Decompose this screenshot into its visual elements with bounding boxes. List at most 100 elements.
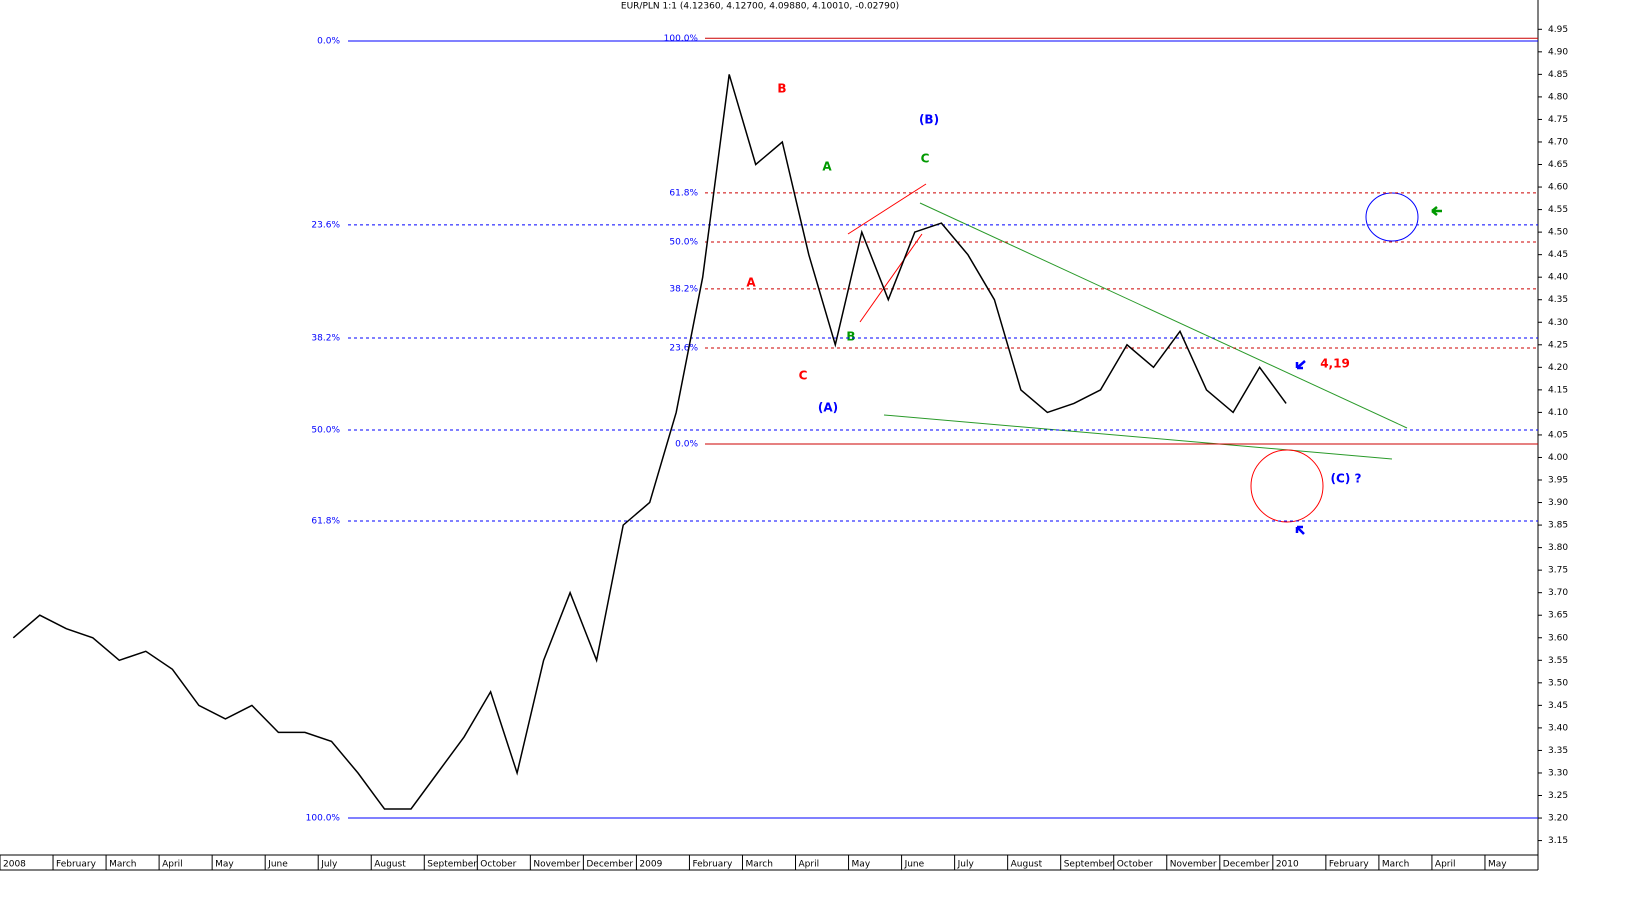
- level-label: 50.0%: [669, 238, 698, 248]
- drawings: [847, 183, 1442, 535]
- y-tick-label: 4.85: [1548, 70, 1568, 80]
- y-tick-label: 4.20: [1548, 363, 1568, 373]
- annotations: B A C A B C (B) (A) (C) ? 4,19: [746, 82, 1361, 486]
- x-tick-label: February: [692, 860, 733, 870]
- level-label: 0.0%: [317, 37, 340, 47]
- wave-label: B: [777, 82, 786, 96]
- level-label: 38.2%: [669, 284, 698, 294]
- x-tick-label: August: [1011, 860, 1043, 870]
- trend-line: [883, 414, 1393, 460]
- y-tick-label: 3.90: [1548, 498, 1568, 508]
- y-tick-label: 4.65: [1548, 160, 1568, 170]
- trend-line: [919, 202, 1408, 429]
- y-tick-label: 3.55: [1548, 656, 1568, 666]
- y-tick-label: 4.10: [1548, 408, 1568, 418]
- wave-label: (A): [818, 401, 838, 415]
- x-tick-label: July: [320, 860, 338, 870]
- wave-label: C: [921, 152, 930, 166]
- y-tick-label: 3.70: [1548, 588, 1568, 598]
- x-tick-label: February: [56, 860, 97, 870]
- x-tick-label: March: [1382, 860, 1409, 870]
- y-tick-label: 3.50: [1548, 678, 1568, 688]
- y-tick-label: 4.50: [1548, 228, 1568, 238]
- level-label: 61.8%: [311, 517, 340, 527]
- y-tick-label: 4.55: [1548, 205, 1568, 215]
- x-tick-label: July: [957, 860, 975, 870]
- x-tick-label: May: [215, 860, 234, 870]
- x-tick-label: August: [374, 860, 406, 870]
- level-label: 50.0%: [311, 425, 340, 435]
- x-tick-label: December: [1223, 860, 1270, 870]
- x-tick-label: November: [533, 860, 580, 870]
- arrow: [1295, 525, 1305, 535]
- y-tick-label: 4.75: [1548, 115, 1568, 125]
- wave-label: A: [822, 160, 832, 174]
- x-tick-label: May: [1488, 860, 1507, 870]
- y-tick-label: 3.80: [1548, 543, 1568, 553]
- x-tick-label: June: [904, 860, 925, 870]
- price-label: 4,19: [1320, 357, 1350, 371]
- level-label: 100.0%: [306, 814, 341, 824]
- x-tick-label: March: [109, 860, 136, 870]
- y-tick-label: 4.40: [1548, 273, 1568, 283]
- y-tick-label: 4.60: [1548, 183, 1568, 193]
- wave-label: (B): [919, 113, 939, 127]
- level-label: 38.2%: [311, 334, 340, 344]
- y-tick-label: 4.45: [1548, 250, 1568, 260]
- x-tick-label: 2008: [3, 860, 26, 870]
- y-tick-label: 4.70: [1548, 137, 1568, 147]
- x-tick-label: April: [799, 860, 820, 870]
- y-tick-label: 4.25: [1548, 340, 1568, 350]
- chart-title: EUR/PLN 1:1 (4.12360, 4.12700, 4.09880, …: [621, 2, 899, 12]
- x-tick-label: February: [1329, 860, 1370, 870]
- level-label: 0.0%: [675, 439, 698, 449]
- x-tick-label: September: [427, 860, 477, 870]
- y-tick-label: 4.95: [1548, 25, 1568, 35]
- arrow: [1431, 206, 1442, 216]
- x-tick-label: October: [1117, 860, 1153, 870]
- y-tick-label: 3.30: [1548, 768, 1568, 778]
- y-tick-label: 3.85: [1548, 521, 1568, 531]
- x-tick-label: October: [480, 860, 516, 870]
- level-label: 23.6%: [311, 220, 340, 230]
- y-tick-label: 3.65: [1548, 611, 1568, 621]
- x-tick-label: June: [267, 860, 288, 870]
- channel-line: [847, 183, 927, 235]
- wave-label: (C) ?: [1331, 472, 1362, 486]
- y-tick-label: 3.25: [1548, 791, 1568, 801]
- y-tick-label: 3.15: [1548, 836, 1568, 846]
- y-tick-label: 4.35: [1548, 295, 1568, 305]
- x-tick-label: September: [1064, 860, 1114, 870]
- y-tick-label: 3.35: [1548, 746, 1568, 756]
- y-tick-label: 3.60: [1548, 633, 1568, 643]
- y-tick-label: 3.95: [1548, 476, 1568, 486]
- y-tick-label: 4.00: [1548, 453, 1568, 463]
- x-tick-label: December: [586, 860, 633, 870]
- x-tick-label: April: [162, 860, 183, 870]
- y-tick-label: 3.75: [1548, 566, 1568, 576]
- level-label: 61.8%: [669, 188, 698, 198]
- level-label: 23.6%: [669, 343, 698, 353]
- price-line: [12, 74, 1287, 810]
- x-tick-label: November: [1170, 860, 1217, 870]
- y-tick-label: 3.40: [1548, 723, 1568, 733]
- x-tick-label: 2010: [1276, 860, 1299, 870]
- y-tick-label: 4.30: [1548, 318, 1568, 328]
- y-tick-label: 4.80: [1548, 92, 1568, 102]
- level-label: 100.0%: [664, 34, 699, 44]
- wave-label: A: [746, 276, 756, 290]
- x-tick-label: 2009: [639, 860, 662, 870]
- y-tick-label: 3.20: [1548, 814, 1568, 824]
- wave-label: B: [846, 330, 855, 344]
- x-tick-label: May: [852, 860, 871, 870]
- x-tick-label: April: [1435, 860, 1456, 870]
- y-tick-label: 3.45: [1548, 701, 1568, 711]
- y-tick-label: 4.15: [1548, 385, 1568, 395]
- target-circle: [1250, 449, 1324, 523]
- arrow: [1295, 360, 1306, 370]
- x-tick-label: March: [745, 860, 772, 870]
- wave-label: C: [799, 369, 808, 383]
